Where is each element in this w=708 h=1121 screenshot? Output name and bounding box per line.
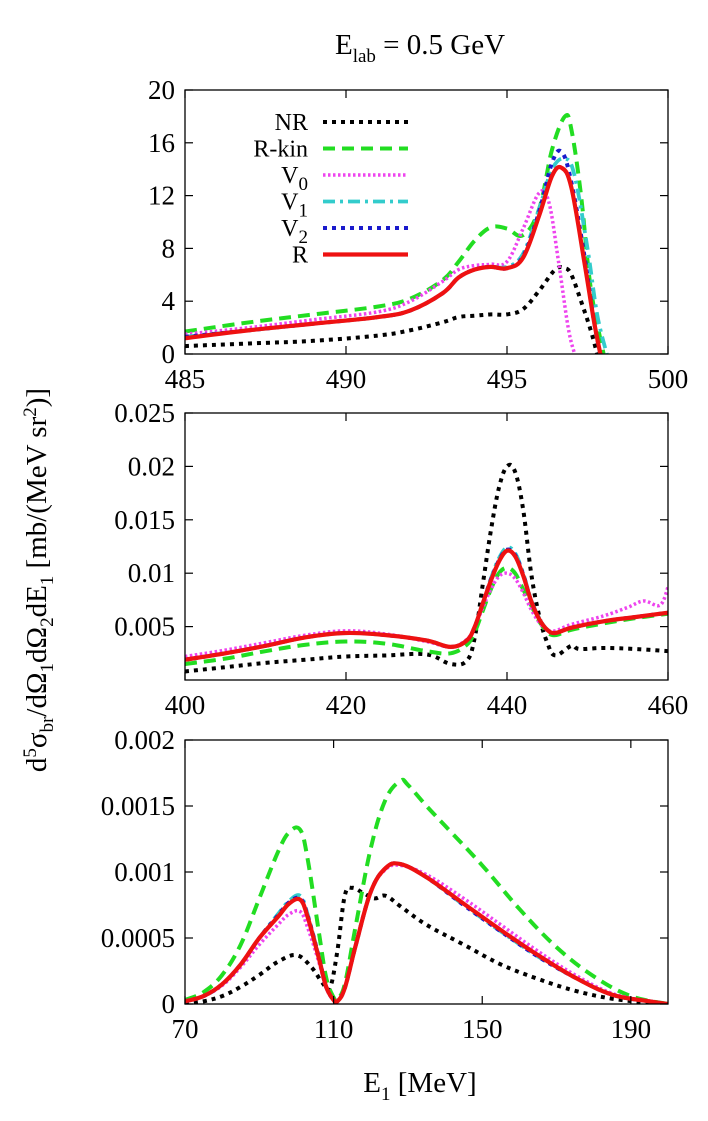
- series-line-nr-bottom: [185, 885, 668, 1004]
- x-tick-label-bottom: 110: [314, 1014, 354, 1044]
- panel-frame-bottom: [184, 739, 669, 1005]
- series-line-v1-middle: [185, 545, 668, 662]
- y-tick-label-top: 4: [162, 286, 176, 316]
- series-line-v2-bottom: [185, 861, 668, 1004]
- x-tick-label-middle: 400: [165, 690, 206, 720]
- x-tick-label-middle: 460: [648, 690, 689, 720]
- x-axis-label: E1 [MeV]: [363, 1067, 476, 1105]
- series-line-r-bottom: [185, 861, 668, 1004]
- y-tick-label-top: 8: [162, 233, 176, 263]
- legend-label-v1: V1: [281, 190, 308, 222]
- y-tick-label-bottom: 0: [162, 989, 176, 1019]
- x-tick-label-top: 500: [648, 364, 689, 394]
- series-line-r-middle: [185, 548, 668, 662]
- series-line-v0-middle: [185, 571, 668, 659]
- y-tick-label-middle: 0.005: [114, 612, 175, 642]
- x-tick-label-top: 495: [487, 364, 528, 394]
- series-line-v0-top: [185, 188, 577, 354]
- series-line-r-kin-top: [185, 112, 606, 354]
- y-tick-label-middle: 0.01: [128, 558, 175, 588]
- x-tick-label-bottom: 150: [462, 1014, 503, 1044]
- y-tick-label-top: 0: [162, 339, 176, 369]
- panel-frame-middle: [184, 412, 669, 681]
- y-tick-label-middle: 0.025: [114, 398, 175, 428]
- x-tick-label-bottom: 190: [611, 1014, 652, 1044]
- series-line-v1-bottom: [185, 861, 668, 1004]
- series-line-nr-middle: [185, 462, 668, 674]
- series-line-v2-middle: [185, 547, 668, 662]
- legend-label-nr: NR: [275, 110, 308, 136]
- legend-label-v2: V2: [281, 216, 308, 248]
- y-tick-label-middle: 0.02: [128, 451, 175, 481]
- series-line-r-kin-bottom: [185, 777, 668, 1004]
- y-tick-label-bottom: 0.0005: [101, 923, 175, 953]
- y-tick-label-bottom: 0.002: [114, 725, 175, 755]
- x-tick-label-top: 490: [326, 364, 367, 394]
- series-line-r-top: [185, 164, 603, 354]
- panel-bottom: 70 110 150 190 0 0.0005 0.001 0.0015 0.002: [101, 725, 669, 1044]
- panel-frame-top: [184, 89, 669, 355]
- y-tick-label-middle: 0.015: [114, 505, 175, 535]
- legend-label-r: R: [292, 243, 308, 269]
- x-tick-label-middle: 440: [487, 690, 528, 720]
- series-line-v0-bottom: [185, 863, 668, 1004]
- x-tick-label-top: 485: [165, 364, 206, 394]
- y-tick-label-bottom: 0.0015: [101, 791, 175, 821]
- y-tick-label-bottom: 0.001: [114, 857, 175, 887]
- y-tick-label-top: 20: [148, 75, 175, 105]
- panel-top: 485 490 495 500 0 4 8 12 16 20: [148, 75, 688, 394]
- panel-middle: 400 420 440 460 0.005 0.01 0.015 0.02 0.025: [114, 398, 688, 720]
- series-line-nr-top: [185, 264, 600, 354]
- y-axis-label: d5σbr/dΩ1dΩ2dE1 [mb/(MeV sr2)]: [20, 388, 58, 772]
- figure-title: Elab = 0.5 GeV: [335, 29, 505, 67]
- legend-label-r-kin: R-kin: [253, 137, 308, 163]
- y-tick-label-top: 12: [148, 181, 175, 211]
- y-tick-label-top: 16: [148, 128, 175, 158]
- x-tick-label-bottom: 70: [172, 1014, 199, 1044]
- x-tick-label-middle: 420: [326, 690, 367, 720]
- legend-label-v0: V0: [281, 163, 308, 195]
